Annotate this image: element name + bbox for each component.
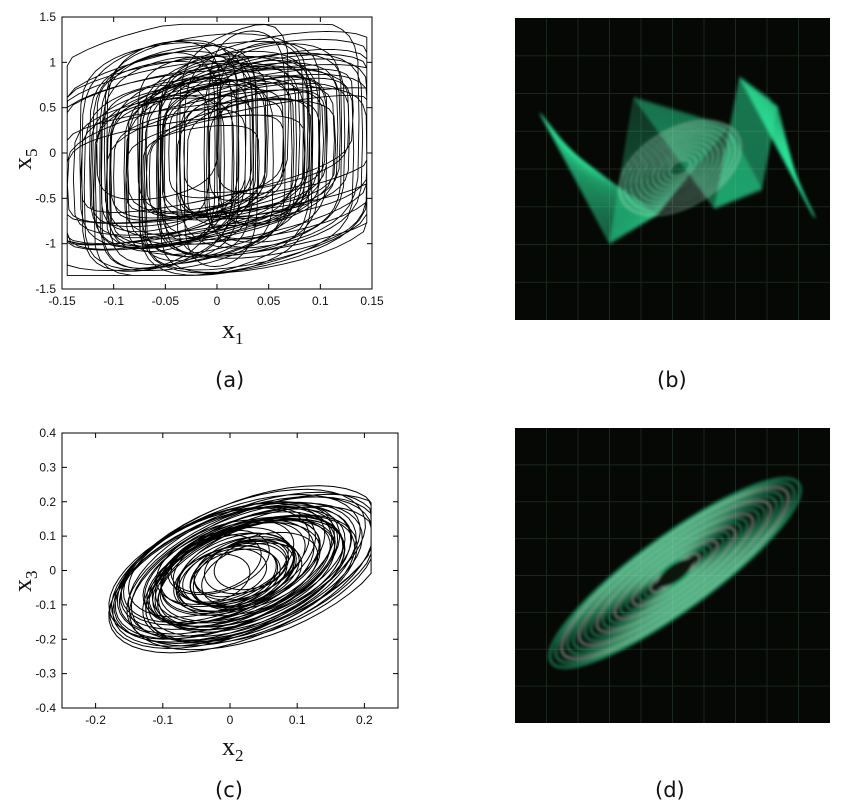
plot-c-ylabel: x3 bbox=[8, 570, 42, 593]
y-tick-label: -1.5 bbox=[35, 282, 56, 296]
y-tick-label: 1 bbox=[49, 55, 56, 69]
x-tick-label: 0 bbox=[214, 294, 221, 308]
plot-a-ylabel: x5 bbox=[8, 148, 42, 171]
scope-grid bbox=[515, 18, 830, 320]
y-tick-label: -0.4 bbox=[35, 701, 56, 715]
y-tick-label: 0.4 bbox=[39, 426, 56, 440]
x-tick-label: -0.15 bbox=[48, 294, 76, 308]
plot-a: -0.15 -0.1 -0.05 0 0.05 0.1 0.15 -1.5 -1 -0.5 0 0.5… bbox=[35, 10, 384, 308]
scope-image-b bbox=[515, 18, 830, 320]
y-tick-label: 1.5 bbox=[39, 10, 56, 24]
y-tick-label: -0.2 bbox=[35, 632, 56, 646]
scope-grid bbox=[515, 428, 830, 723]
caption-d: (d) bbox=[655, 778, 685, 802]
caption-a: (a) bbox=[215, 368, 245, 392]
x-tick-label: -0.1 bbox=[103, 294, 124, 308]
y-tick-label: 0.2 bbox=[39, 495, 56, 509]
caption-c: (c) bbox=[215, 778, 243, 802]
scope-image-d bbox=[515, 428, 830, 723]
y-tick-label: -0.1 bbox=[35, 598, 56, 612]
y-tick-label: 0.1 bbox=[39, 529, 56, 543]
x-tick-label: -0.05 bbox=[152, 294, 180, 308]
x-tick-label: 0 bbox=[227, 713, 234, 727]
x-tick-label: 0.2 bbox=[356, 713, 373, 727]
trajectory-line bbox=[66, 23, 368, 276]
scope-trace-d bbox=[548, 477, 802, 669]
y-tick-label: 0.3 bbox=[39, 460, 56, 474]
x-tick-label: -0.1 bbox=[152, 713, 173, 727]
plot-c-xlabel: x2 bbox=[222, 732, 244, 766]
caption-b: (b) bbox=[657, 368, 687, 392]
axes-c: -0.2 -0.1 0 0.1 0.2 -0.4 -0.3 -0.2 -0.1 0 0.1 0.2 0.… bbox=[35, 426, 399, 727]
x-tick-label: 0.15 bbox=[360, 294, 384, 308]
y-tick-label: -0.5 bbox=[35, 191, 56, 205]
scope-trace-b bbox=[539, 75, 816, 246]
y-tick-label: -0.3 bbox=[35, 667, 56, 681]
y-tick-label: 0.5 bbox=[39, 101, 56, 115]
x-tick-label: -0.2 bbox=[85, 713, 106, 727]
plot-c: -0.2 -0.1 0 0.1 0.2 -0.4 -0.3 -0.2 -0.1 0 0.1 0.2 0.… bbox=[35, 426, 399, 727]
trajectory-line bbox=[108, 485, 372, 654]
axes-a: -0.15 -0.1 -0.05 0 0.05 0.1 0.15 -1.5 -1 -0.5 0 0.5… bbox=[35, 10, 384, 308]
y-tick-label: 0 bbox=[49, 564, 56, 578]
trajectory-a bbox=[66, 23, 368, 276]
x-tick-label: 0.1 bbox=[289, 713, 306, 727]
y-tick-label: 0 bbox=[49, 146, 56, 160]
y-tick-label: -1 bbox=[45, 237, 56, 251]
plot-a-xlabel: x1 bbox=[222, 315, 244, 349]
trajectory-c bbox=[108, 485, 372, 654]
x-tick-label: 0.1 bbox=[312, 294, 329, 308]
x-tick-label: 0.05 bbox=[257, 294, 281, 308]
